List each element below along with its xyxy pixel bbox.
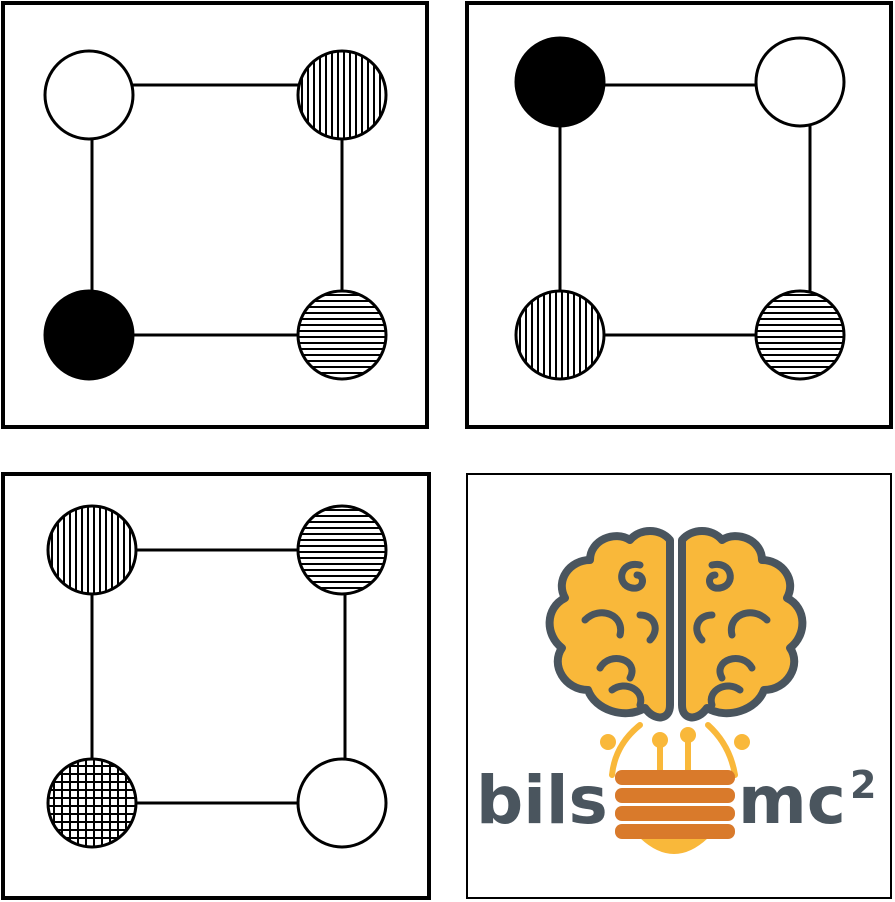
panel-3 [1,472,431,900]
panel-2 [465,1,893,429]
panel-1 [1,1,429,429]
node-vertical-stripes [296,49,388,141]
node-horizontal-stripes [296,289,388,381]
node-empty [296,757,388,849]
node-empty [43,49,135,141]
logo-text-left: bils [476,762,608,839]
node-horizontal-stripes [754,289,846,381]
node-grid [46,757,138,849]
brain-icon [545,527,807,722]
node-solid-black [514,36,606,128]
logo-text-right: mc [738,762,846,839]
panel-4-logo: bils mc 2 [466,473,892,899]
node-solid-black [43,289,135,381]
node-horizontal-stripes [296,504,388,596]
logo-superscript: 2 [850,763,876,807]
node-vertical-stripes [514,289,606,381]
lightbulb-icon [600,722,750,854]
node-vertical-stripes [46,504,138,596]
node-empty [754,36,846,128]
